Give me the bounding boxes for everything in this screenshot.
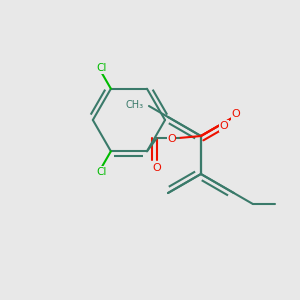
Text: O: O <box>167 134 176 144</box>
Text: Cl: Cl <box>97 63 107 73</box>
Text: O: O <box>220 121 229 131</box>
Text: O: O <box>231 109 240 119</box>
Text: O: O <box>152 163 161 173</box>
Text: Cl: Cl <box>97 167 107 177</box>
Text: CH₃: CH₃ <box>126 100 144 110</box>
